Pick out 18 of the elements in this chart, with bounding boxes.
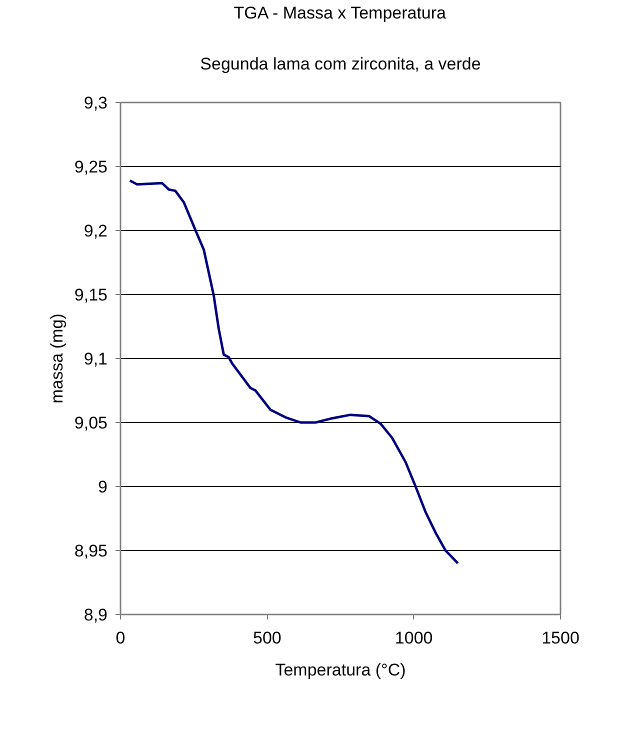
y-tick-label: 9: [98, 478, 108, 496]
chart-subtitle: Segunda lama com zirconita, a verde: [200, 54, 481, 74]
x-tick-label: 0: [116, 628, 126, 648]
y-axis-title: massa (mg): [47, 314, 66, 404]
x-axis-title: Temperatura (°C): [275, 660, 406, 680]
y-tick-label: 9,2: [84, 222, 108, 240]
y-tick-label: 9,15: [74, 286, 108, 304]
y-tick-label: 8,95: [74, 542, 108, 560]
x-tick-label: 1500: [542, 628, 580, 648]
x-tick-label: 1000: [394, 628, 433, 648]
y-tick-label: 9,1: [84, 350, 108, 368]
y-tick-label: 8,9: [84, 606, 108, 624]
chart-title: TGA - Massa x Temperatura: [234, 4, 447, 22]
y-tick-label: 9,3: [84, 94, 108, 112]
x-tick-label: 500: [252, 628, 282, 648]
line-series: [128, 179, 460, 565]
y-tick-label: 9,05: [74, 414, 108, 432]
y-tick-label: 9,25: [74, 158, 108, 176]
